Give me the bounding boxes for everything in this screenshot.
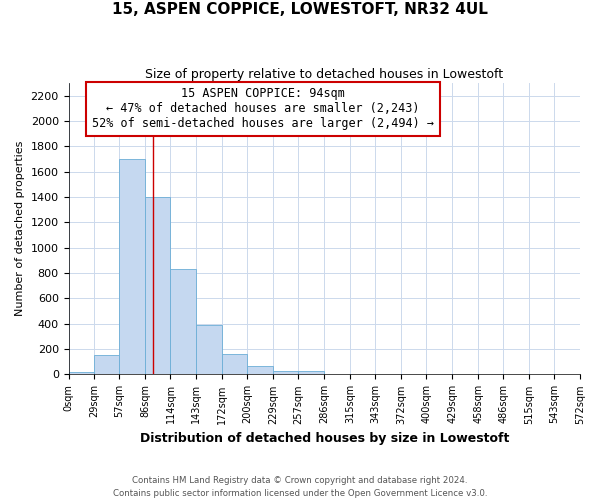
Text: Contains HM Land Registry data © Crown copyright and database right 2024.
Contai: Contains HM Land Registry data © Crown c… <box>113 476 487 498</box>
Bar <box>273 370 298 374</box>
Bar <box>223 354 247 374</box>
Title: Size of property relative to detached houses in Lowestoft: Size of property relative to detached ho… <box>145 68 503 80</box>
Bar <box>94 355 119 374</box>
Bar <box>68 372 94 374</box>
Bar <box>247 366 273 374</box>
Y-axis label: Number of detached properties: Number of detached properties <box>15 141 25 316</box>
Bar <box>298 372 324 374</box>
X-axis label: Distribution of detached houses by size in Lowestoft: Distribution of detached houses by size … <box>140 432 509 445</box>
Text: 15 ASPEN COPPICE: 94sqm
← 47% of detached houses are smaller (2,243)
52% of semi: 15 ASPEN COPPICE: 94sqm ← 47% of detache… <box>92 88 434 130</box>
Bar <box>170 270 196 374</box>
Bar <box>145 197 170 374</box>
Text: 15, ASPEN COPPICE, LOWESTOFT, NR32 4UL: 15, ASPEN COPPICE, LOWESTOFT, NR32 4UL <box>112 2 488 18</box>
Bar <box>196 325 223 374</box>
Bar <box>119 159 145 374</box>
